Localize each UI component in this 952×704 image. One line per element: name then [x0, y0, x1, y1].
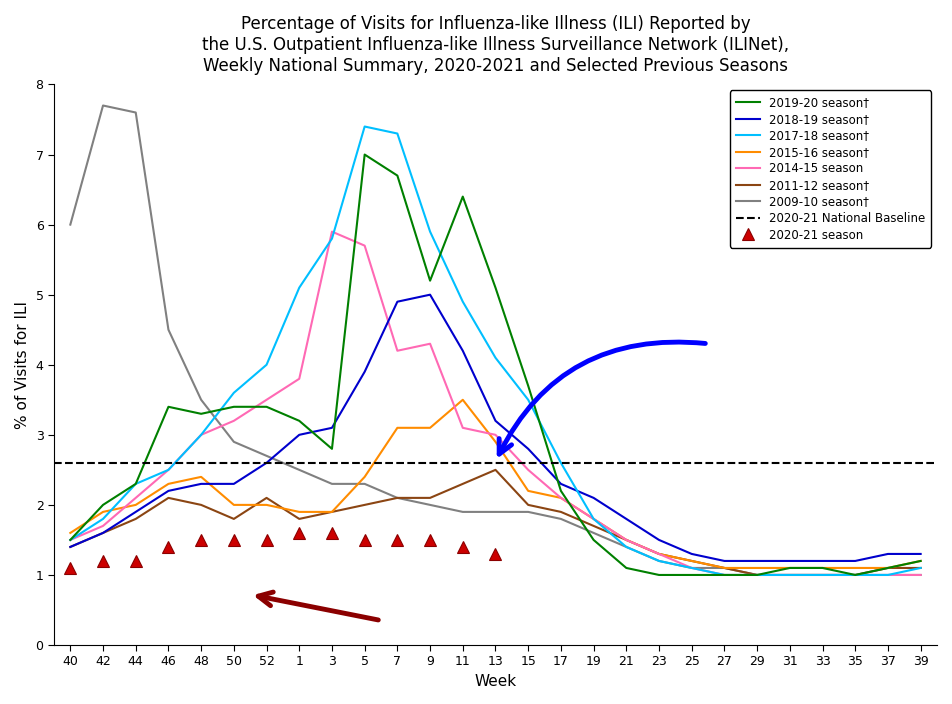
Y-axis label: % of Visits for ILI: % of Visits for ILI — [15, 301, 30, 429]
Legend: 2019-20 season†, 2018-19 season†, 2017-18 season†, 2015-16 season†, 2014-15 seas: 2019-20 season†, 2018-19 season†, 2017-1… — [730, 90, 931, 248]
X-axis label: Week: Week — [474, 674, 517, 689]
Title: Percentage of Visits for Influenza-like Illness (ILI) Reported by
the U.S. Outpa: Percentage of Visits for Influenza-like … — [202, 15, 789, 75]
